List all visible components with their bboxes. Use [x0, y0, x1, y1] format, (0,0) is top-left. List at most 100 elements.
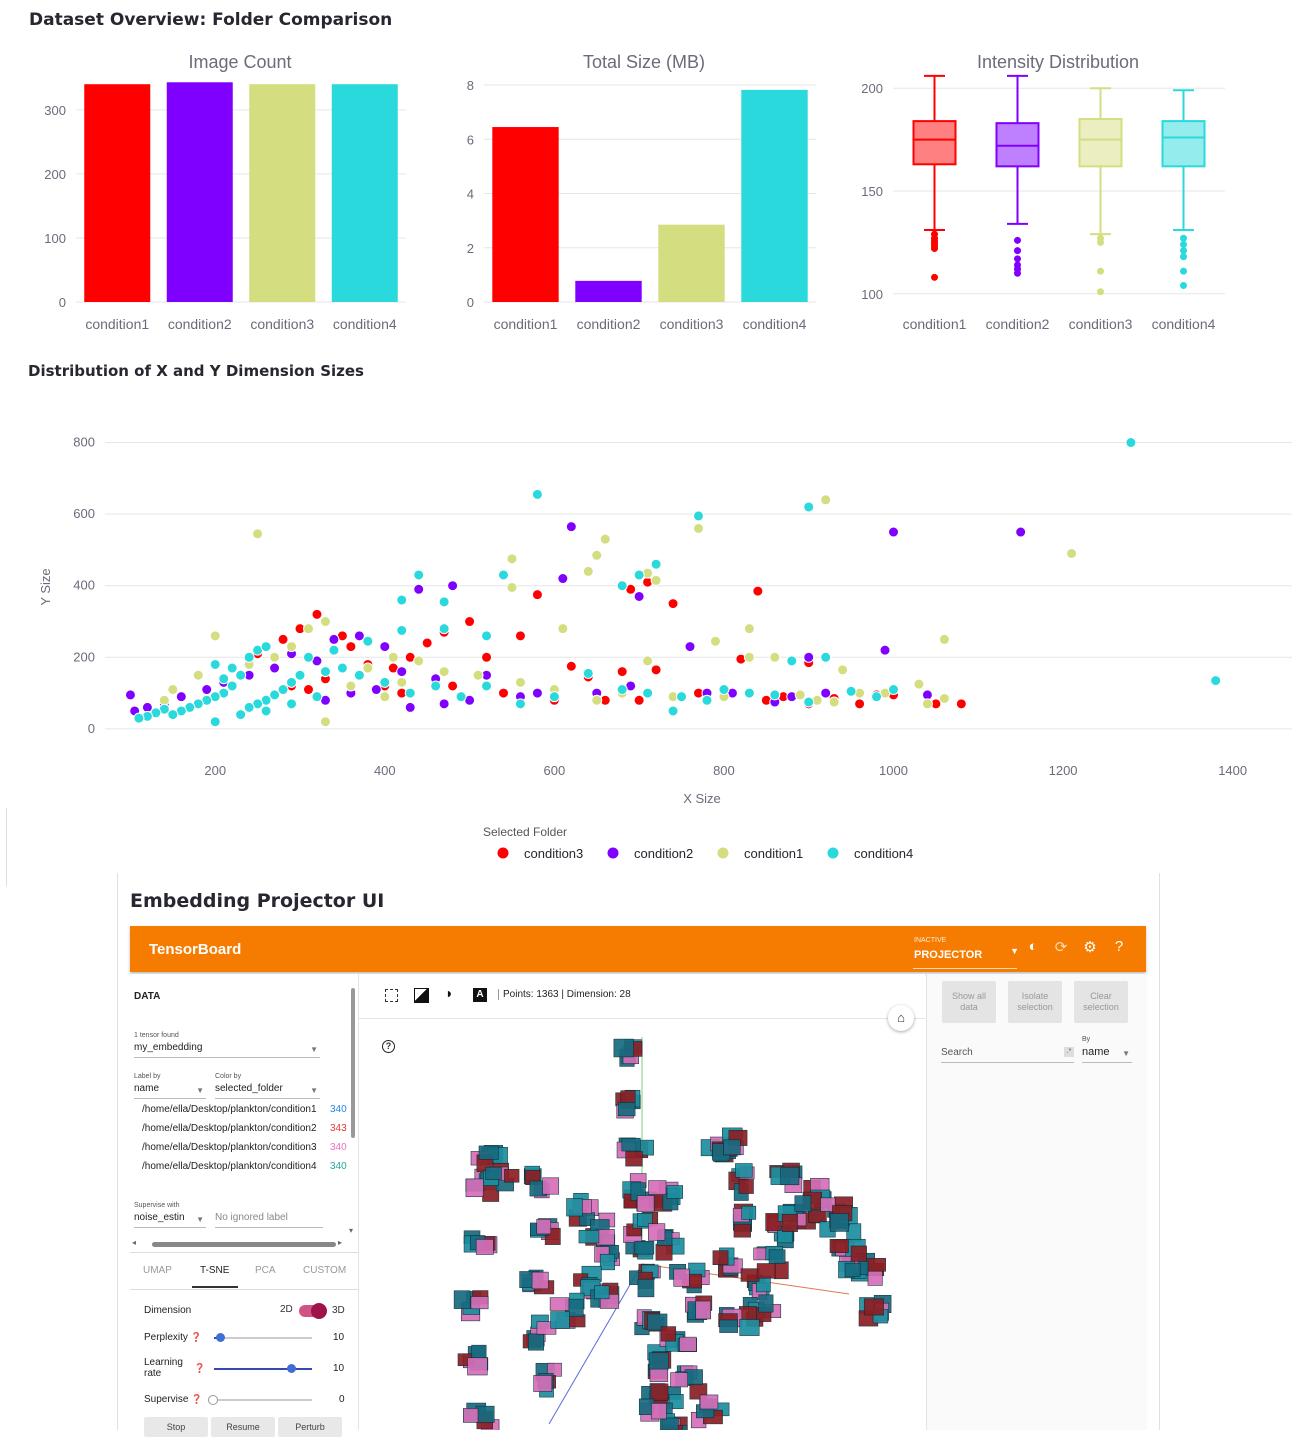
- scatter-point-condition1: [387, 651, 399, 663]
- refresh-icon[interactable]: ⟳: [1054, 939, 1068, 956]
- tab-umap[interactable]: UMAP: [143, 1265, 172, 1276]
- x-tick-label: condition4: [743, 316, 807, 332]
- embedding-scatter-3d[interactable]: [359, 974, 925, 1430]
- scatter-point-condition4: [650, 558, 662, 570]
- regex-icon[interactable]: .*: [1064, 1047, 1074, 1057]
- scatter-point-condition4: [693, 510, 704, 522]
- scroll-right-icon[interactable]: ▸: [338, 1238, 343, 1247]
- tensor-select[interactable]: my_embedding ▼: [134, 1042, 320, 1058]
- isolate-selection-button[interactable]: Isolate selection: [1008, 981, 1062, 1023]
- perturb-button[interactable]: Perturb: [278, 1417, 342, 1437]
- embedding-point: [599, 1253, 615, 1271]
- chevron-down-icon: ▼: [196, 1215, 204, 1224]
- resume-button[interactable]: Resume: [211, 1417, 275, 1437]
- legend-marker: [497, 847, 509, 859]
- embedding-point: [863, 1298, 884, 1316]
- scatter-point-condition4: [633, 569, 645, 581]
- scatter-point-condition4: [438, 596, 450, 608]
- embedding-point: [756, 1263, 776, 1279]
- scatter-point-condition1: [167, 684, 179, 696]
- bar-condition4: [741, 89, 808, 302]
- tab-custom[interactable]: CUSTOM: [303, 1265, 347, 1276]
- search-input[interactable]: Search .*: [941, 1047, 1074, 1063]
- scatter-point-condition4: [1125, 437, 1137, 449]
- labels-icon[interactable]: A: [473, 988, 487, 1002]
- scroll-left-icon[interactable]: ◂: [132, 1238, 137, 1247]
- scatter-point-condition4: [336, 662, 348, 674]
- supervise-thumb[interactable]: [208, 1395, 218, 1405]
- scatter-point-condition4: [167, 709, 179, 721]
- stop-button[interactable]: Stop: [144, 1417, 208, 1437]
- y-tick-label: 100: [861, 287, 883, 302]
- outlier-point: [1180, 282, 1187, 290]
- home-button[interactable]: ⌂: [888, 1005, 914, 1031]
- learning-rate-thumb[interactable]: [287, 1364, 296, 1373]
- embedding-point: [648, 1180, 667, 1195]
- clear-selection-button[interactable]: Clear selection: [1074, 981, 1128, 1023]
- perplexity-track[interactable]: [214, 1337, 312, 1339]
- perplexity-thumb[interactable]: [216, 1333, 225, 1342]
- label-by-value: name: [134, 1083, 160, 1094]
- help-icon[interactable]: ❓: [194, 1363, 206, 1373]
- selection-box-icon[interactable]: [385, 989, 398, 1002]
- tensorboard-toolbar: TensorBoard INACTIVE PROJECTOR ▼ ◐ ⟳ ⚙ ?: [130, 926, 1146, 972]
- scatter-point-condition3: [421, 637, 433, 649]
- embedding-point: [475, 1405, 495, 1423]
- projector-canvas[interactable]: ◗ A Points: 1363 | Dimension: 28 ⌂ ?: [359, 974, 925, 1430]
- tab-pca[interactable]: PCA: [255, 1265, 276, 1276]
- search-by-select[interactable]: name ▼: [1082, 1046, 1132, 1063]
- tensorboard-logo[interactable]: TensorBoard: [149, 941, 242, 958]
- scatter-point-condition1: [345, 680, 357, 692]
- scatter-point-condition3: [565, 660, 577, 672]
- x-axis-label: X Size: [683, 791, 721, 806]
- embedding-point: [733, 1223, 751, 1238]
- scatter-point-condition3: [667, 598, 679, 610]
- scatter-section-title: Distribution of X and Y Dimension Sizes: [28, 362, 364, 380]
- scatter-point-condition4: [294, 669, 306, 681]
- scatter-point-condition4: [226, 680, 238, 692]
- learning-rate-label: Learning rate: [144, 1357, 183, 1379]
- embedding-point: [621, 1137, 641, 1152]
- label-by-select[interactable]: name ▼: [134, 1083, 206, 1099]
- scatter-point-condition3: [650, 664, 662, 676]
- ignored-label-placeholder: No ignored label: [215, 1212, 288, 1223]
- toggle-knob[interactable]: [311, 1303, 327, 1319]
- x-tick-label: condition3: [250, 316, 314, 332]
- y-axis-label: Y Size: [38, 568, 53, 605]
- supervise-select[interactable]: noise_estin ▼: [134, 1212, 206, 1228]
- help-icon[interactable]: ?: [1114, 938, 1124, 955]
- scatter-point-condition1: [413, 655, 425, 667]
- scroll-down-icon[interactable]: ▾: [349, 1226, 354, 1235]
- status-text: Points: 1363 | Dimension: 28: [498, 989, 631, 1000]
- tab-tsne[interactable]: T-SNE: [200, 1265, 230, 1276]
- scatter-point-condition4: [888, 684, 900, 696]
- embedding-point: [647, 1313, 668, 1331]
- night-mode-icon[interactable]: [414, 988, 429, 1003]
- help-icon[interactable]: ?: [382, 1040, 395, 1053]
- scatter-point-condition1: [938, 692, 950, 704]
- theme-icon[interactable]: ◐: [1028, 938, 1038, 955]
- help-icon[interactable]: ❓: [190, 1332, 202, 1342]
- scatter-point-condition4: [243, 651, 255, 663]
- moon-icon[interactable]: ◗: [445, 985, 454, 1001]
- help-icon[interactable]: ❓: [191, 1394, 203, 1404]
- embedding-point: [780, 1166, 800, 1186]
- supervise-track[interactable]: [214, 1399, 312, 1401]
- show-all-data-button[interactable]: Show all data: [942, 981, 996, 1023]
- learning-rate-track[interactable]: [214, 1368, 312, 1370]
- vertical-scrollbar[interactable]: [351, 988, 355, 1138]
- label-by-label: Label by: [134, 1073, 161, 1080]
- legend-folder-path: /home/ella/Desktop/plankton/condition2: [142, 1123, 317, 1134]
- scatter-point-condition4: [455, 691, 467, 703]
- ignored-label-input[interactable]: No ignored label: [215, 1212, 323, 1228]
- outlier-point: [1180, 234, 1187, 242]
- horizontal-scrollbar[interactable]: [152, 1242, 336, 1247]
- embedding-point: [829, 1239, 849, 1253]
- x-tick-label: condition1: [494, 316, 558, 332]
- gear-icon[interactable]: ⚙: [1083, 939, 1097, 956]
- x-tick-label: condition2: [168, 316, 232, 332]
- color-by-select[interactable]: selected_folder ▼: [215, 1083, 320, 1099]
- embedding-point: [478, 1145, 499, 1160]
- y-tick-label: 600: [73, 506, 95, 521]
- plugin-selector[interactable]: INACTIVE PROJECTOR ▼: [913, 934, 1019, 969]
